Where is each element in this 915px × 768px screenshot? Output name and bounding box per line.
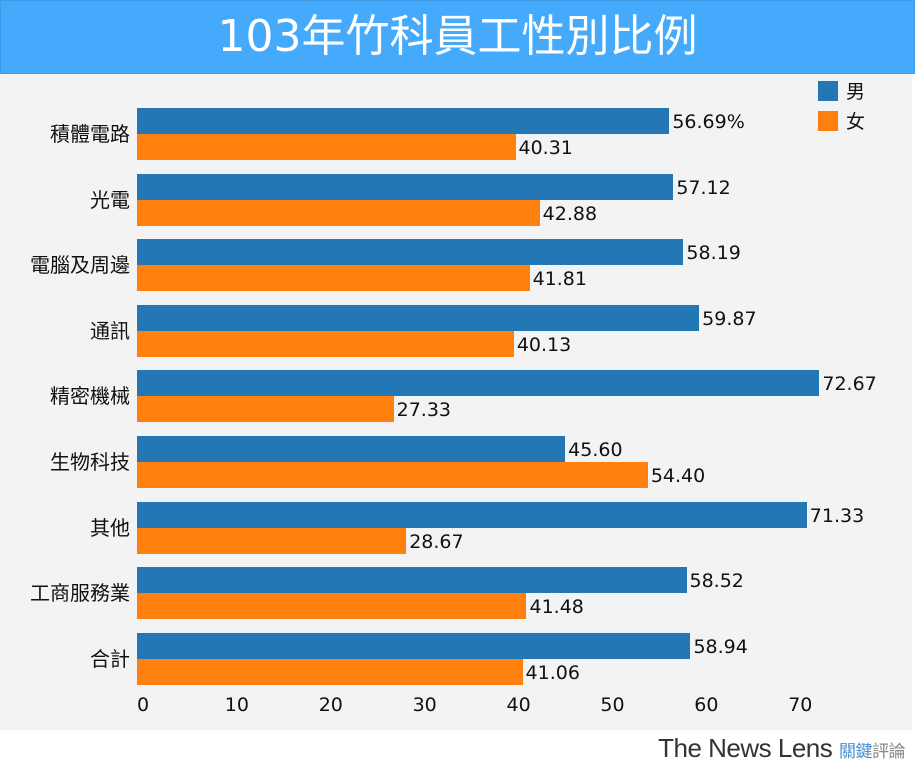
data-label: 58.94 (693, 635, 748, 658)
x-tick-label: 70 (788, 694, 813, 716)
female-bar (137, 134, 516, 160)
brand-zh-1: 關鍵 (839, 742, 873, 761)
chart-title: 103年竹科員工性別比例 (217, 11, 698, 62)
male-bar (137, 501, 807, 528)
male-bar (137, 436, 566, 462)
legend-label: 女 (846, 111, 866, 133)
male-bar (137, 239, 684, 266)
category-label: 電腦及周邊 (30, 253, 130, 278)
data-label: 54.40 (650, 465, 706, 487)
category-label: 精密機械 (50, 384, 130, 409)
data-label: 40.13 (516, 333, 572, 356)
x-tick-label: 0 (136, 694, 150, 716)
female-bar (137, 658, 523, 685)
x-tick-label: 30 (412, 694, 437, 716)
data-label: 27.33 (396, 399, 452, 422)
male-bar (137, 567, 687, 594)
legend-label: 男 (846, 81, 866, 103)
x-tick-label: 20 (318, 694, 343, 716)
legend-item-male: 男 (818, 80, 865, 104)
data-label: 40.31 (518, 137, 573, 159)
data-label: 56.69% (672, 111, 745, 133)
data-label: 71.33 (809, 504, 865, 527)
data-label: 45.60 (568, 439, 623, 461)
data-label: 42.88 (542, 202, 598, 225)
female-bar (137, 527, 407, 554)
male-bar (137, 173, 674, 200)
data-label: 28.67 (409, 530, 464, 553)
data-label: 58.19 (686, 242, 741, 265)
plot-area: 積體電路 56.69% 40.31 光電 57.12 42.88 電腦及周邊 58.19 41.… (0, 74, 912, 730)
data-label: 72.67 (822, 373, 877, 396)
female-bar (137, 396, 394, 423)
legend-swatch (818, 81, 838, 101)
female-bar (137, 462, 648, 488)
male-bar (137, 304, 700, 331)
female-bar (137, 330, 514, 357)
data-label: 41.06 (525, 661, 580, 684)
female-bar (137, 265, 530, 292)
brand-zh-2: 評論 (872, 742, 906, 761)
category-label: 工商服務業 (30, 581, 130, 606)
category-label: 積體電路 (50, 122, 130, 146)
x-tick-label: 50 (600, 694, 625, 716)
x-tick-label: 40 (506, 694, 531, 716)
male-bar (137, 632, 691, 659)
category-label: 光電 (90, 187, 130, 212)
male-bar (137, 108, 670, 134)
data-label: 41.81 (532, 268, 587, 291)
category-label: 生物科技 (50, 450, 130, 474)
category-label: 合計 (90, 646, 130, 671)
data-label: 57.12 (676, 176, 731, 199)
male-bar (137, 370, 820, 397)
female-bar (137, 199, 540, 226)
data-label: 41.48 (529, 596, 584, 619)
brand-logo: The News Lens 關鍵評論 (658, 733, 905, 764)
female-bar (137, 593, 527, 620)
legend-swatch (818, 111, 838, 131)
title-bar: 103年竹科員工性別比例 (0, 0, 915, 74)
x-tick-label: 10 (224, 694, 249, 716)
category-label: 其他 (90, 515, 130, 540)
brand-en: The News Lens (658, 733, 833, 763)
legend-item-female: 女 (818, 110, 865, 134)
data-label: 59.87 (702, 307, 757, 330)
x-tick-label: 60 (694, 694, 719, 716)
data-label: 58.52 (689, 570, 744, 593)
category-label: 通訊 (90, 318, 130, 343)
